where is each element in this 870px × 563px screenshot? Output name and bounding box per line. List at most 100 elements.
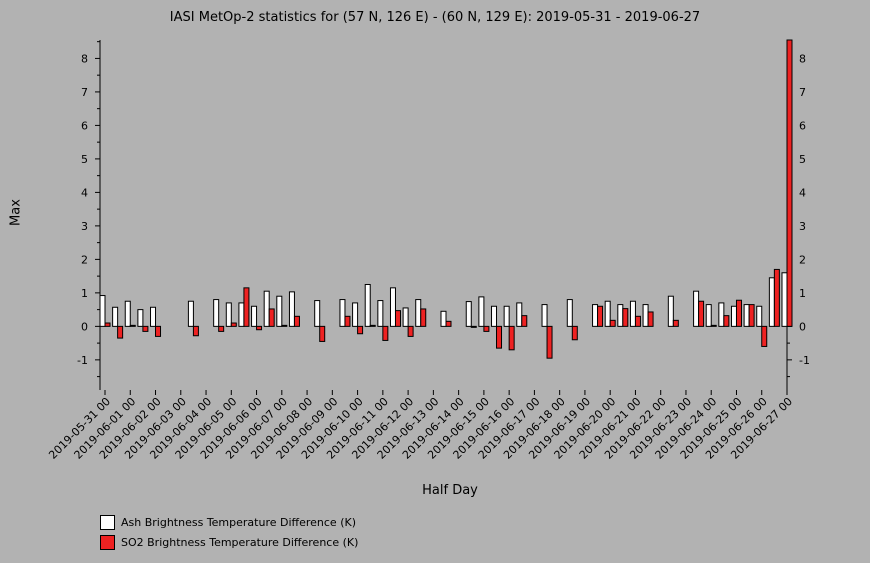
bar-so2	[357, 325, 364, 335]
y-axis-title: Max	[8, 199, 24, 226]
bar-so2	[723, 315, 730, 327]
bar-ash	[756, 305, 763, 327]
bar-so2	[521, 315, 528, 327]
bar-ash	[415, 299, 422, 327]
bar-ash	[263, 290, 270, 327]
bar-so2	[256, 325, 263, 331]
bar-ash	[314, 300, 321, 327]
bar-ash	[566, 299, 573, 327]
y-tick-label-right: 6	[799, 119, 806, 132]
bar-so2	[394, 310, 401, 327]
legend: Ash Brightness Temperature Difference (K…	[100, 512, 358, 552]
bar-ash	[693, 290, 700, 327]
bar-so2	[483, 325, 490, 332]
legend-item-so2: SO2 Brightness Temperature Difference (K…	[100, 532, 358, 552]
bar-ash	[402, 307, 409, 327]
bar-ash	[364, 283, 371, 327]
bar-ash	[288, 291, 295, 327]
bar-ash	[730, 305, 737, 327]
y-tick-label-left: 3	[81, 220, 88, 233]
y-tick-label-right: 1	[799, 287, 806, 300]
bar-ash	[150, 306, 157, 327]
y-tick-label-right: -1	[799, 354, 810, 367]
bar-ash	[667, 295, 674, 327]
y-tick-label-left: 4	[81, 186, 88, 199]
bar-ash	[440, 310, 447, 327]
bar-so2	[142, 325, 149, 332]
legend-swatch-so2	[100, 534, 115, 550]
y-tick-label-left: 7	[81, 86, 88, 99]
bar-so2	[420, 308, 427, 327]
bar-so2	[647, 311, 654, 327]
bar-ash	[124, 300, 131, 327]
bar-so2	[243, 287, 250, 327]
y-tick-label-left: 6	[81, 119, 88, 132]
bar-so2	[192, 325, 199, 337]
bar-ash	[491, 305, 498, 327]
y-tick-label-right: 2	[799, 253, 806, 266]
y-tick-label-left: -1	[77, 354, 88, 367]
bar-ash	[781, 272, 788, 327]
chart-title: IASI MetOp-2 statistics for (57 N, 126 E…	[169, 10, 701, 25]
bar-so2	[344, 315, 351, 327]
y-tick-label-left: 5	[81, 153, 88, 166]
bar-ash	[478, 296, 485, 327]
bar-so2	[470, 325, 477, 328]
bar-ash	[617, 304, 624, 327]
bar-so2	[609, 319, 616, 327]
bar-ash	[516, 302, 523, 327]
bar-so2	[268, 308, 275, 327]
bar-ash	[339, 299, 346, 327]
bar-ash	[276, 295, 283, 327]
bar-ash	[251, 305, 258, 327]
bar-so2	[710, 324, 717, 327]
bar-so2	[496, 325, 503, 349]
y-tick-label-right: 5	[799, 153, 806, 166]
bar-so2	[761, 325, 768, 347]
y-tick-label-right: 3	[799, 220, 806, 233]
y-tick-label-left: 0	[81, 320, 88, 333]
bar-ash	[238, 302, 245, 327]
x-axis-title: Half Day	[422, 483, 478, 498]
bar-ash	[503, 305, 510, 327]
bar-ash	[225, 302, 232, 327]
y-tick-label-left: 1	[81, 287, 88, 300]
bar-so2	[508, 325, 515, 351]
bar-so2	[129, 324, 136, 327]
bar-ash	[718, 302, 725, 327]
bar-ash	[112, 306, 119, 327]
bar-so2	[634, 315, 641, 327]
legend-item-ash: Ash Brightness Temperature Difference (K…	[100, 512, 358, 532]
bar-ash	[137, 309, 144, 327]
bar-so2	[672, 319, 679, 327]
bar-so2	[597, 305, 604, 327]
bar-so2	[546, 325, 553, 359]
bar-ash	[705, 304, 712, 327]
bar-so2	[735, 299, 742, 327]
bar-so2	[104, 322, 111, 327]
y-tick-label-left: 8	[81, 52, 88, 65]
bar-ash	[465, 301, 472, 327]
bar-ash	[768, 277, 775, 327]
bar-ash	[541, 304, 548, 327]
bar-so2	[698, 300, 705, 327]
y-tick-label-left: 2	[81, 253, 88, 266]
bar-so2	[319, 325, 326, 342]
bar-ash	[389, 287, 396, 327]
bar-so2	[117, 325, 124, 339]
bar-ash	[642, 304, 649, 327]
y-tick-label-right: 8	[799, 52, 806, 65]
legend-label-so2: SO2 Brightness Temperature Difference (K…	[121, 535, 359, 549]
bar-ash	[629, 300, 636, 327]
y-tick-label-right: 0	[799, 320, 806, 333]
bar-so2	[748, 304, 755, 327]
bar-so2	[369, 324, 376, 327]
bar-ash	[352, 302, 359, 327]
bar-ash	[592, 304, 599, 327]
bar-ash	[99, 295, 106, 327]
legend-swatch-ash	[100, 514, 115, 530]
legend-label-ash: Ash Brightness Temperature Difference (K…	[121, 515, 356, 529]
bar-ash	[213, 299, 220, 327]
